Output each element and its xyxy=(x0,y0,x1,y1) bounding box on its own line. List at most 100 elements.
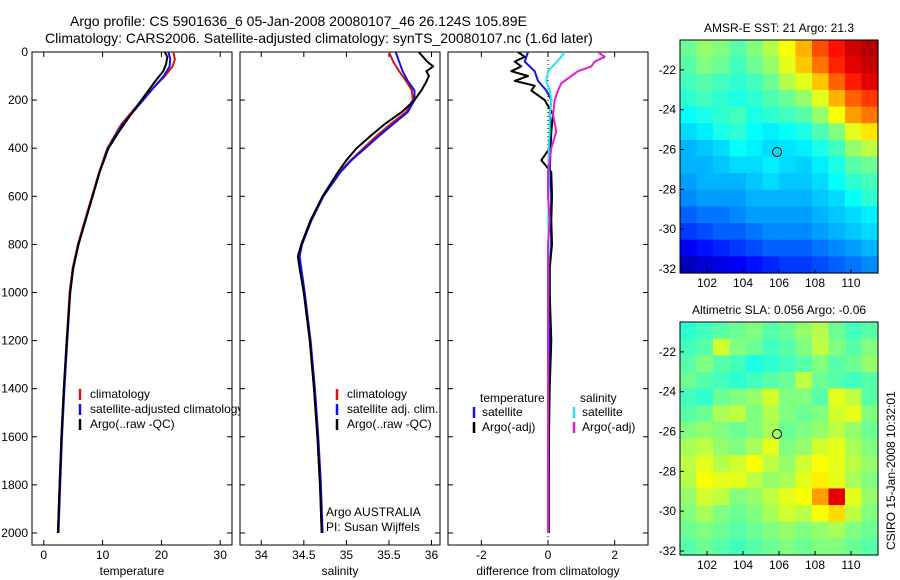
heatmap-cell xyxy=(845,488,863,506)
heatmap-cell xyxy=(779,438,797,456)
series-line-temperature-2 xyxy=(56,52,169,534)
heatmap-cell xyxy=(713,538,731,556)
heatmap-cell xyxy=(812,405,830,423)
legend-heading: temperature xyxy=(480,391,545,405)
heatmap-cell xyxy=(746,206,764,224)
y-tick-label: 0 xyxy=(21,45,28,59)
heatmap-cell xyxy=(795,239,813,257)
x-tick-label: 20 xyxy=(155,548,169,562)
heatmap-cell xyxy=(845,56,863,74)
map-x-tick-label: 102 xyxy=(697,276,717,290)
heatmap-cell xyxy=(845,421,863,440)
heatmap-cell xyxy=(828,355,846,373)
heatmap-cell xyxy=(713,405,731,423)
heatmap-cell xyxy=(861,355,879,373)
heatmap-cell xyxy=(680,256,698,274)
x-tick-label: 10 xyxy=(96,548,110,562)
heatmap-cell xyxy=(713,56,731,74)
map-title: Altimetric SLA: 0.056 Argo: -0.06 xyxy=(692,303,866,317)
heatmap-cell xyxy=(795,189,813,208)
heatmap-cell xyxy=(746,521,764,539)
heatmap-cell xyxy=(696,421,714,440)
map-y-tick-label: -32 xyxy=(659,544,677,558)
heatmap-cell xyxy=(746,40,764,58)
heatmap-cell xyxy=(845,538,863,556)
heatmap-cell xyxy=(795,73,813,91)
heatmap-cell xyxy=(861,521,879,539)
heatmap-cell xyxy=(762,106,780,124)
heatmap-cell xyxy=(729,56,747,74)
heatmap-cell xyxy=(696,388,714,406)
heatmap-cell xyxy=(861,371,879,390)
map-y-tick-label: -24 xyxy=(659,103,677,117)
heatmap-cell xyxy=(812,256,830,274)
heatmap-cell xyxy=(828,371,846,390)
heatmap-cell xyxy=(828,538,846,556)
heatmap-cell xyxy=(828,189,846,208)
heatmap-cell xyxy=(696,505,714,523)
heatmap-cell xyxy=(746,123,764,141)
heatmap-cell xyxy=(746,173,764,191)
heatmap-cell xyxy=(845,388,863,406)
heatmap-cell xyxy=(762,256,780,274)
heatmap-cell xyxy=(812,488,830,506)
heatmap-cell xyxy=(795,488,813,506)
heatmap-cell xyxy=(812,421,830,440)
heatmap-cell xyxy=(779,89,797,108)
heatmap-cell xyxy=(828,322,846,340)
heatmap-cell xyxy=(779,73,797,91)
heatmap-cell xyxy=(696,371,714,390)
heatmap-cell xyxy=(713,438,731,456)
heatmap-cell xyxy=(746,471,764,490)
heatmap-cell xyxy=(845,139,863,158)
heatmap-cell xyxy=(746,223,764,241)
heatmap-cell xyxy=(713,488,731,506)
heatmap-cell xyxy=(680,223,698,241)
series-group xyxy=(510,52,606,533)
heatmap-cell xyxy=(762,156,780,174)
heatmap-cell xyxy=(729,505,747,523)
heatmap-cell xyxy=(779,455,797,473)
heatmap-cell xyxy=(812,40,830,58)
heatmap-cell xyxy=(713,322,731,340)
heatmap-cell xyxy=(795,256,813,274)
heatmap-cell xyxy=(812,355,830,373)
heatmap-cell xyxy=(795,123,813,141)
series-line-salinity-2 xyxy=(296,52,435,534)
heatmap-cell xyxy=(713,206,731,224)
heatmap-cell xyxy=(713,106,731,124)
heatmap-cell xyxy=(729,89,747,108)
heatmap-cell xyxy=(828,505,846,523)
heatmap-cell xyxy=(828,106,846,124)
heatmap-cell xyxy=(861,405,879,423)
heatmap-cell xyxy=(828,223,846,241)
heatmap-cell xyxy=(795,438,813,456)
heatmap-cell xyxy=(762,189,780,208)
heatmap-cell xyxy=(729,405,747,423)
heatmap-cell xyxy=(762,455,780,473)
heatmap-cell xyxy=(680,521,698,539)
legend-heading: salinity xyxy=(580,391,617,405)
heatmap-cell xyxy=(812,371,830,390)
heatmap-cell xyxy=(845,239,863,257)
heatmap-cell xyxy=(779,223,797,241)
heatmap-cell xyxy=(828,256,846,274)
heatmap-cell xyxy=(696,355,714,373)
heatmap-cell xyxy=(713,223,731,241)
heatmap-cell xyxy=(713,239,731,257)
heatmap-cell xyxy=(696,239,714,257)
heatmap-cell xyxy=(680,56,698,74)
heatmap-cell xyxy=(762,438,780,456)
legend-label: Argo(..raw -QC) xyxy=(90,417,175,431)
heatmap-cell xyxy=(828,40,846,58)
heatmap-cell xyxy=(812,455,830,473)
profile-frame-salinity xyxy=(239,51,441,546)
heatmap-cell xyxy=(729,438,747,456)
heatmap-cell xyxy=(845,338,863,356)
heatmap-cell xyxy=(696,139,714,158)
y-tick-label: 600 xyxy=(8,189,28,203)
heatmap-cell xyxy=(762,139,780,158)
x-tick-label: 35 xyxy=(340,548,354,562)
heatmap-cell xyxy=(680,355,698,373)
